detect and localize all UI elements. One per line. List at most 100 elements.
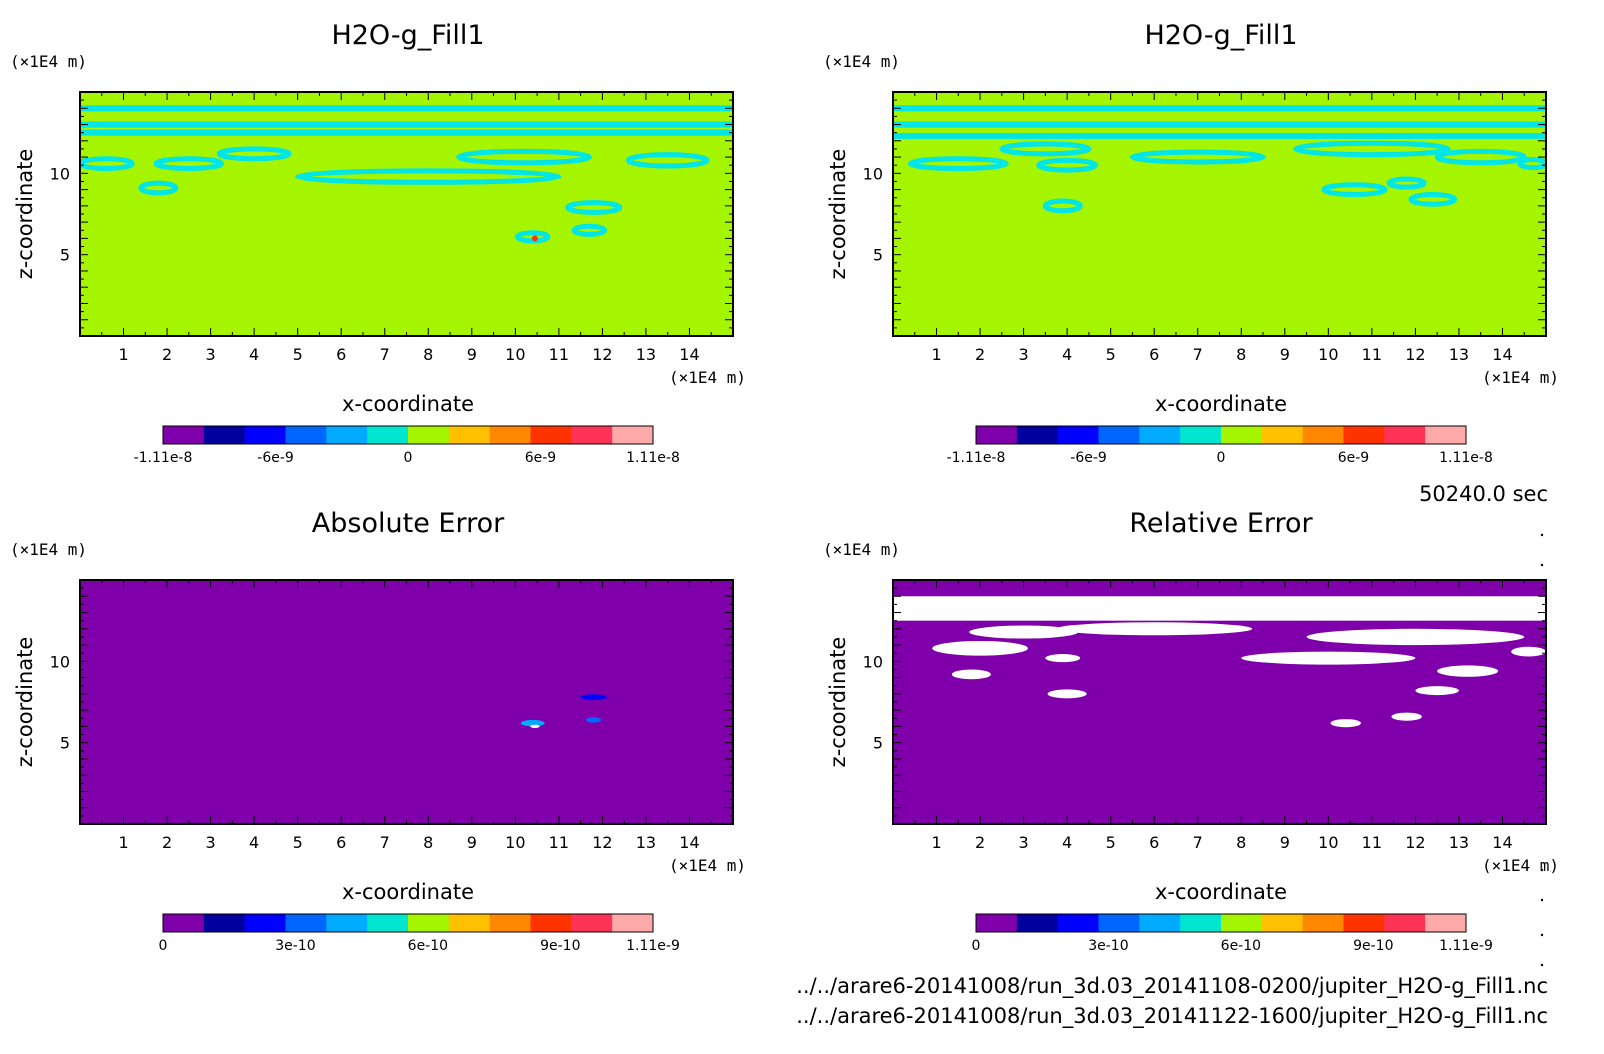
colorbar-swatch xyxy=(976,426,1018,444)
colorbar-tick-label: 1.11e-9 xyxy=(1439,938,1493,954)
colorbar-tick-label: -1.11e-8 xyxy=(134,450,193,466)
x-tick-label: 6 xyxy=(1149,833,1159,852)
plot-background xyxy=(80,580,733,824)
error-blob xyxy=(520,719,545,727)
dot-marker xyxy=(1540,563,1544,567)
colorbar-swatch xyxy=(530,426,572,444)
y-tick-label: 10 xyxy=(50,164,70,183)
colorbar-swatch xyxy=(1016,426,1059,444)
x-tick-label: 10 xyxy=(1318,345,1338,364)
colorbar-tick-label: 1.11e-9 xyxy=(626,938,680,954)
contour-ring xyxy=(1408,191,1458,207)
chart-title: H2O-g_Fill1 xyxy=(1144,20,1297,51)
y-tick-label: 10 xyxy=(863,164,883,183)
chart-panel: H2O-g_Fill1(×1E4 m)1 2 3 4 5 6 7 8 9 10 11 12 13 1451… xyxy=(823,20,1559,466)
plot-features xyxy=(80,105,733,244)
x-tick-label: 9 xyxy=(467,833,477,852)
x-tick-label: 12 xyxy=(1405,833,1425,852)
error-blob xyxy=(1306,628,1525,646)
colorbar-swatch xyxy=(571,914,613,932)
contour-ring xyxy=(216,146,292,162)
x-tick-label: 11 xyxy=(549,345,569,364)
colorbar-swatch xyxy=(1180,914,1222,932)
x-tick-label: 14 xyxy=(679,833,699,852)
x-tick-label: 10 xyxy=(505,345,525,364)
x-tick-label: 13 xyxy=(1449,833,1469,852)
x-tick-label: 11 xyxy=(1362,345,1382,364)
x-tick-label: 5 xyxy=(1106,345,1116,364)
x-tick-label: 6 xyxy=(1149,345,1159,364)
time-label: 50240.0 sec xyxy=(1419,482,1548,506)
contour-band xyxy=(893,132,1546,139)
x-tick-label: 3 xyxy=(1019,345,1029,364)
colorbar-swatch xyxy=(448,426,491,444)
error-blob xyxy=(1330,719,1361,728)
contour-ring xyxy=(153,156,224,171)
error-blob xyxy=(932,641,1028,656)
colorbar-swatch xyxy=(1261,426,1304,444)
colorbar-swatch xyxy=(1016,914,1059,932)
x-tick-label: 3 xyxy=(1019,833,1029,852)
y-tick-label: 5 xyxy=(873,246,883,265)
x-tick-label: 7 xyxy=(380,833,390,852)
colorbar-swatch xyxy=(1139,426,1181,444)
file-path-1: ../../arare6-20141008/run_3d.03_20141108… xyxy=(796,974,1548,999)
contour-band xyxy=(80,121,733,128)
colorbar-tick-label: 1.11e-8 xyxy=(1439,450,1493,466)
colorbar-swatch xyxy=(1261,914,1304,932)
colorbar-tick-label: 6e-9 xyxy=(525,450,556,466)
contour-ring xyxy=(1293,140,1451,158)
y-unit-label: (×1E4 m) xyxy=(823,52,900,71)
x-tick-label: 14 xyxy=(679,345,699,364)
colorbar-swatch xyxy=(1098,426,1140,444)
colorbar-frame xyxy=(975,913,1467,933)
colorbar-swatch xyxy=(976,914,1018,932)
colorbar-swatch xyxy=(1139,914,1181,932)
colorbar-tick-label: 0 xyxy=(1217,450,1226,466)
colorbar-swatch xyxy=(1057,426,1099,444)
colorbar-swatch xyxy=(448,914,491,932)
y-tick-label: 5 xyxy=(873,734,883,753)
x-tick-label: 1 xyxy=(118,833,128,852)
y-axis-label: z-coordinate xyxy=(826,149,850,280)
x-axis-label: x-coordinate xyxy=(342,392,474,416)
colorbar-swatch xyxy=(489,426,531,444)
y-axis-label: z-coordinate xyxy=(13,149,37,280)
plot-background xyxy=(80,92,733,336)
plot-features xyxy=(520,694,607,729)
x-tick-label: 1 xyxy=(931,345,941,364)
contour-ring xyxy=(1036,157,1098,173)
y-tick-label: 10 xyxy=(50,652,70,671)
contour-band xyxy=(893,121,1546,128)
x-tick-label: 4 xyxy=(249,833,259,852)
colorbar-swatch xyxy=(367,914,409,932)
colorbar-swatch xyxy=(203,426,246,444)
chart-panels: H2O-g_Fill1(×1E4 m)1 2 3 4 5 6 7 8 9 10 11 12 13 1451… xyxy=(10,20,1559,954)
colorbar-swatch xyxy=(612,914,654,932)
contour-ring xyxy=(456,148,592,166)
contour-ring xyxy=(295,168,562,185)
contour-ring xyxy=(571,223,608,237)
colorbar-tick-label: 0 xyxy=(972,938,981,954)
colorbar-swatch xyxy=(244,914,286,932)
colorbar-swatch xyxy=(203,914,246,932)
y-unit-label: (×1E4 m) xyxy=(10,540,87,559)
dot-marker xyxy=(1540,868,1544,872)
x-tick-label: 13 xyxy=(636,345,656,364)
error-blob xyxy=(1045,654,1081,663)
x-tick-label: 5 xyxy=(1106,833,1116,852)
x-tick-label: 7 xyxy=(1193,345,1203,364)
x-unit-label: (×1E4 m) xyxy=(669,368,746,387)
colorbar-swatch xyxy=(1302,914,1344,932)
dot-marker xyxy=(1540,933,1544,937)
colorbar-swatch xyxy=(1221,426,1263,444)
x-tick-label: 13 xyxy=(1449,345,1469,364)
x-tick-label: 12 xyxy=(592,833,612,852)
error-blob xyxy=(580,694,607,700)
x-tick-label: 10 xyxy=(505,833,525,852)
colorbar-swatch xyxy=(1343,914,1385,932)
colorbar-swatch xyxy=(1384,426,1426,444)
x-tick-label: 1 xyxy=(118,345,128,364)
x-tick-label: 5 xyxy=(293,833,303,852)
